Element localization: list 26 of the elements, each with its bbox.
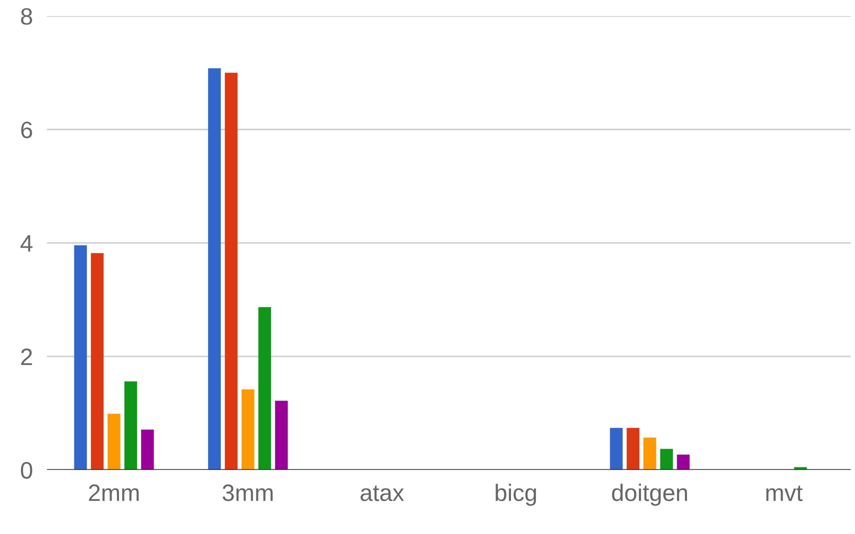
bar: [242, 389, 254, 470]
y-tick-label: 6: [21, 122, 32, 138]
y-tick-label: 0: [20, 462, 32, 479]
bar: [258, 307, 272, 470]
bar: [224, 72, 238, 470]
bar: [74, 245, 87, 470]
bar: [626, 428, 640, 470]
y-tick-label: 8: [21, 8, 32, 25]
x-tick-label: mvt: [766, 486, 803, 502]
bar: [676, 454, 690, 470]
bar: [275, 400, 288, 470]
bar: [124, 381, 138, 470]
bar: [141, 430, 154, 470]
x-tick-label: 2mm: [88, 484, 139, 501]
bar: [643, 438, 656, 470]
bar: [90, 253, 104, 470]
x-tick-label: bicg: [496, 484, 536, 506]
y-tick-label: 4: [20, 235, 32, 252]
x-tick-label: atax: [360, 486, 404, 502]
x-tick-label: doitgen: [612, 484, 687, 506]
bar: [610, 428, 623, 470]
x-tick-label: 3mm: [222, 484, 273, 502]
bar: [208, 68, 221, 470]
bar: [108, 414, 120, 470]
bar: [660, 448, 673, 470]
y-tick-label: 2: [21, 348, 32, 365]
